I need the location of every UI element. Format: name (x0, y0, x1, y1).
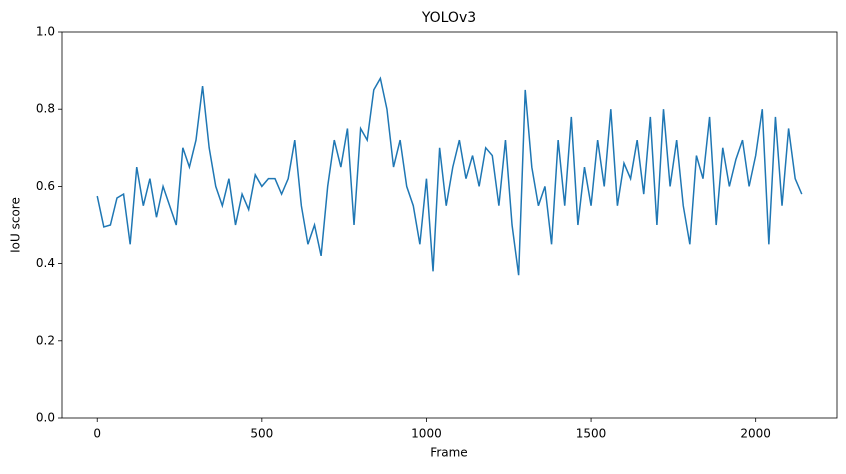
x-tick-label: 500 (250, 427, 273, 441)
y-tick-label: 0.0 (36, 411, 55, 425)
line-series (96, 76, 803, 276)
y-tick-label: 0.6 (36, 179, 55, 193)
x-axis-label: Frame (430, 446, 467, 460)
y-axis-label: IoU score (9, 197, 23, 253)
axes-frame (61, 31, 838, 419)
x-tick-label: 2000 (740, 427, 771, 441)
y-tick-label: 0.2 (36, 333, 55, 347)
x-tick-label: 1000 (411, 427, 442, 441)
y-tick-label: 0.4 (36, 256, 55, 270)
y-tick-label: 0.8 (36, 102, 55, 116)
y-tick-label: 1.0 (36, 25, 55, 39)
x-tick-label: 0 (93, 427, 101, 441)
chart-title: YOLOv3 (421, 10, 476, 26)
x-tick-label: 1500 (576, 427, 607, 441)
